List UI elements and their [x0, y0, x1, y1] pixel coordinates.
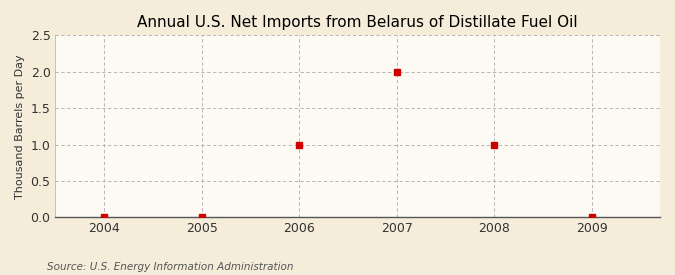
Title: Annual U.S. Net Imports from Belarus of Distillate Fuel Oil: Annual U.S. Net Imports from Belarus of … [138, 15, 578, 30]
Text: Source: U.S. Energy Information Administration: Source: U.S. Energy Information Administ… [47, 262, 294, 272]
Y-axis label: Thousand Barrels per Day: Thousand Barrels per Day [15, 54, 25, 199]
